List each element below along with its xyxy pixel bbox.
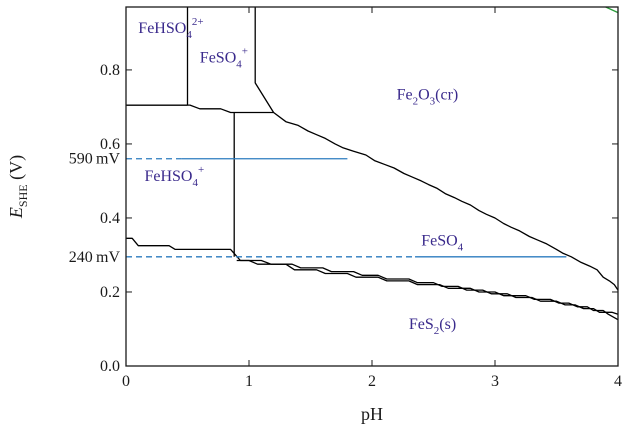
boundary-green-corner [605,6,619,14]
reference-lines: 590 mV 240 mV [69,151,567,266]
x-tick-label: 1 [245,373,253,390]
region-label: FeHSO42+ [138,16,203,41]
region-label: FeHSO4+ [144,164,204,189]
tick-labels: 0 1 2 3 4 0.0 0.2 0.4 0.6 0.8 [100,62,622,390]
region-label: Fe2O3(cr) [397,87,459,108]
x-tick-label: 0 [122,373,130,390]
reference-label: 240 mV [69,249,121,266]
x-tick-label: 3 [491,373,499,390]
y-tick-label: 0.6 [100,136,120,153]
boundary-top-stepped [126,104,619,291]
x-tick-label: 4 [614,373,622,390]
phase-boundaries [126,6,619,321]
region-label: FeSO4 [421,233,463,254]
region-labels: FeHSO42+ FeSO4+ Fe2O3(cr) FeHSO4+ FeSO4 FeS2(… [138,16,463,337]
reference-label: 590 mV [69,151,121,168]
boundary-bottom-stepped [236,259,619,321]
region-label: FeS2(s) [409,316,456,337]
plot-frame [125,6,619,367]
region-label: FeSO4+ [200,46,248,71]
y-axis-label: ESHE (V) [6,155,30,219]
x-tick-label: 2 [368,373,376,390]
boundary-vertical-1.05 [254,7,275,113]
y-tick-label: 0.0 [100,358,120,375]
boundary-middle-stepped [126,237,619,315]
y-tick-label: 0.2 [100,284,120,301]
x-axis-label: pH [361,404,383,424]
y-tick-label: 0.4 [100,210,120,227]
y-tick-label: 0.8 [100,62,120,79]
